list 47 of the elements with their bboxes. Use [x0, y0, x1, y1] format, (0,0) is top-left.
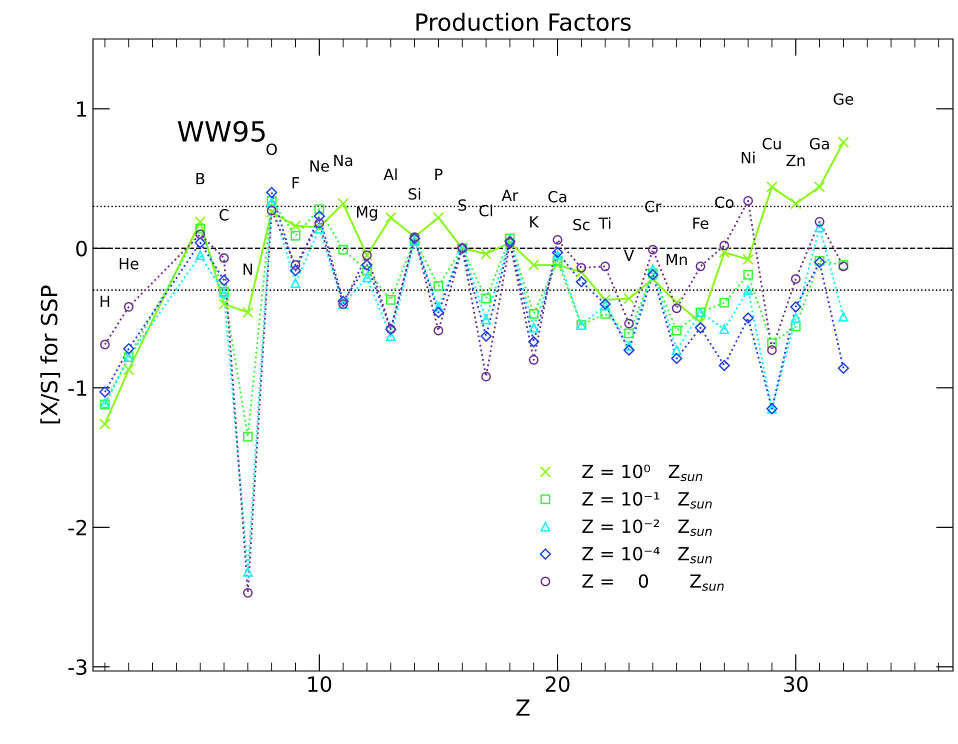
annotation: Ar [502, 190, 518, 201]
legend-label: Z = 10⁻² Z$_{sun}$ [582, 519, 712, 536]
x-tick-label: 30 [784, 676, 808, 692]
x-axis-title: Z [516, 699, 530, 716]
annotation: Ni [742, 152, 755, 164]
annotation: Ga [810, 138, 829, 150]
chart-title: Production Factors [416, 12, 631, 31]
annotation: Cl [479, 204, 492, 216]
annotation: Mg [357, 206, 378, 221]
annotation: Si [408, 188, 420, 200]
legend-label: Z = 10⁰ Z$_{sun}$ [582, 464, 702, 482]
y-tick-label: 1 [77, 101, 86, 117]
annotation: S [458, 199, 466, 211]
y-tick-label: 0 [76, 240, 87, 256]
annotation: Fe [693, 218, 708, 229]
annotation: Ca [548, 190, 566, 202]
annotation: N [244, 264, 252, 275]
annotation: He [120, 258, 138, 270]
annotation: P [435, 168, 443, 180]
annotation: F [292, 177, 299, 188]
annotation: O [266, 143, 277, 156]
annotation: Zn [786, 154, 805, 166]
annotation: Ti [598, 217, 610, 229]
annotation: Ge [834, 93, 854, 105]
annotation: Al [384, 168, 397, 180]
y-tick-label: -3 [68, 659, 86, 676]
y-tick-label: -2 [68, 520, 86, 536]
annotation: V [624, 250, 634, 261]
legend-label: Z = 10⁻⁴ Z$_{sun}$ [582, 546, 712, 564]
annotation: Cr [645, 200, 662, 212]
y-tick-label: -1 [68, 380, 86, 396]
x-tick-label: 10 [308, 676, 332, 692]
annotation: Cu [762, 138, 781, 150]
legend-label: Z = 0 Z$_{sun}$ [582, 574, 724, 591]
annotation: Sc [573, 218, 590, 230]
annotation: WW95 [178, 120, 265, 142]
annotation: Co [715, 196, 734, 208]
annotation: B [196, 172, 204, 184]
x-tick-label: 20 [546, 676, 570, 692]
annotation: H [100, 296, 110, 307]
annotation: Mn [666, 254, 687, 266]
annotation: C [220, 209, 229, 221]
annotation: Na [334, 154, 352, 166]
y-axis-title: [X/S] for SSP [40, 286, 60, 424]
annotation: K [530, 216, 540, 228]
annotation: Ne [310, 160, 329, 172]
legend-label: Z = 10⁻¹ Z$_{sun}$ [582, 492, 712, 509]
